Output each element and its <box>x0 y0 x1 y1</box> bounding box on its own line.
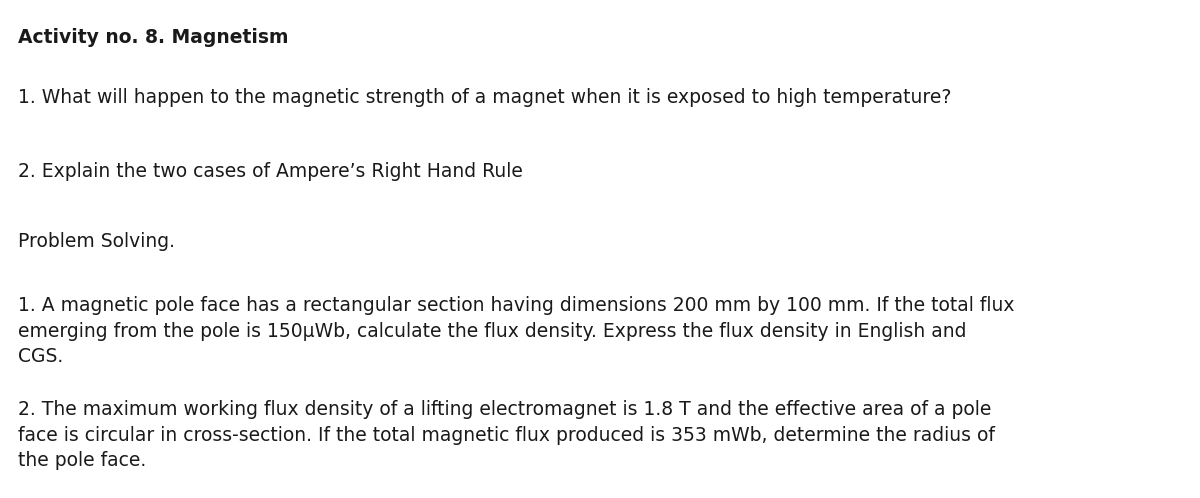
Text: Activity no. 8. Magnetism: Activity no. 8. Magnetism <box>18 28 288 47</box>
Text: 1. What will happen to the magnetic strength of a magnet when it is exposed to h: 1. What will happen to the magnetic stre… <box>18 88 952 107</box>
Text: 1. A magnetic pole face has a rectangular section having dimensions 200 mm by 10: 1. A magnetic pole face has a rectangula… <box>18 296 1014 367</box>
Text: Problem Solving.: Problem Solving. <box>18 232 175 251</box>
Text: 2. Explain the two cases of Ampere’s Right Hand Rule: 2. Explain the two cases of Ampere’s Rig… <box>18 162 523 181</box>
Text: 2. The maximum working flux density of a lifting electromagnet is 1.8 T and the : 2. The maximum working flux density of a… <box>18 400 995 471</box>
